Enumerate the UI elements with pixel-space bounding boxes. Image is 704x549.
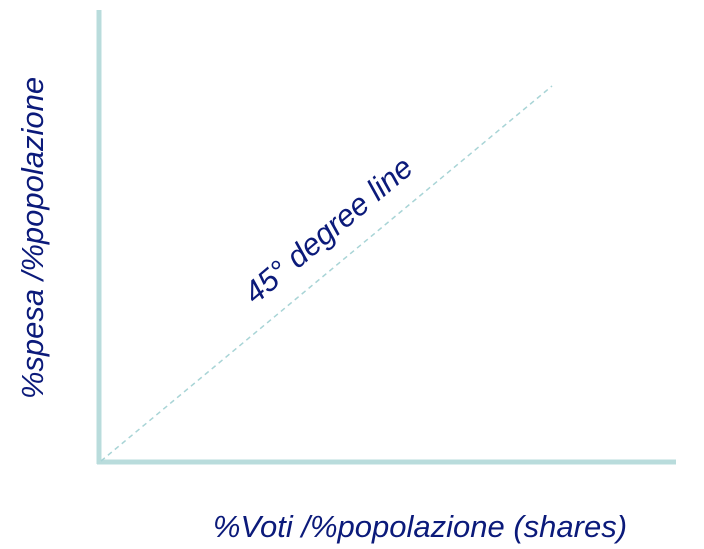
y-axis-label: %spesa /%popolazione: [15, 77, 50, 399]
x-axis-label: %Voti /%popolazione (shares): [213, 509, 627, 544]
forty-five-degree-line: [100, 85, 553, 462]
line-label: 45° degree line: [237, 149, 420, 310]
